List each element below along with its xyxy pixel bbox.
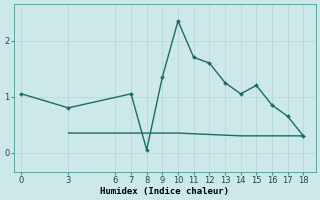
X-axis label: Humidex (Indice chaleur): Humidex (Indice chaleur) [100, 187, 229, 196]
